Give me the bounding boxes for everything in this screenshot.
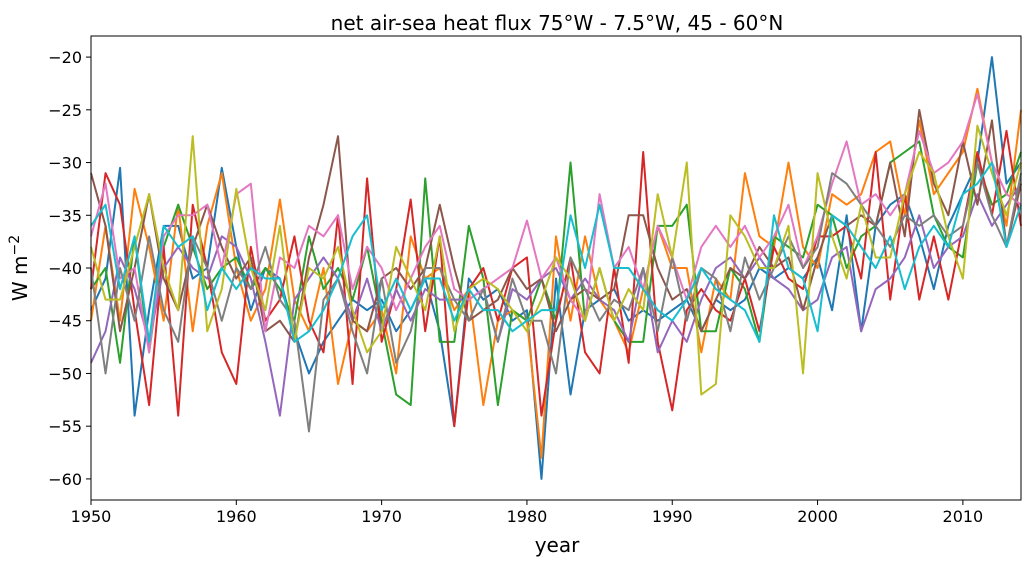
x-axis: 1950 1960 1970 1980 1990 2000 2010 — [71, 500, 984, 526]
series-line-4 — [90, 129, 1022, 428]
y-axis-label: W m−2 — [7, 235, 32, 301]
x-tick-label: 2010 — [943, 507, 984, 526]
x-tick-label: 1980 — [507, 507, 548, 526]
y-tick-label: −30 — [48, 154, 82, 173]
y-tick-label: −40 — [48, 259, 82, 278]
series-line-2 — [90, 87, 1022, 459]
y-tick-label: −45 — [48, 312, 82, 331]
series-line-10 — [90, 161, 1022, 343]
x-tick-label: 1970 — [361, 507, 402, 526]
x-tick-label: 1990 — [652, 507, 693, 526]
y-tick-label: −50 — [48, 364, 82, 383]
y-tick-label: −55 — [48, 417, 82, 436]
y-axis-label-base: W m — [8, 256, 32, 302]
series-line-9 — [90, 124, 1022, 396]
x-axis-label: year — [535, 533, 580, 557]
x-tick-label: 1950 — [71, 507, 112, 526]
x-tick-label: 2000 — [797, 507, 838, 526]
y-axis: −60 −55 −50 −45 −40 −35 −30 −25 −20 — [48, 48, 91, 489]
series-line-8 — [90, 161, 1022, 433]
series-line-5 — [90, 183, 1022, 417]
y-tick-label: −20 — [48, 48, 82, 67]
series-lines — [90, 56, 1022, 480]
y-tick-label: −35 — [48, 206, 82, 225]
y-tick-label: −60 — [48, 470, 82, 489]
x-tick-label: 1960 — [216, 507, 257, 526]
y-tick-label: −25 — [48, 101, 82, 120]
chart-title: net air-sea heat flux 75°W - 7.5°W, 45 -… — [331, 11, 784, 35]
y-axis-label-exponent: −2 — [7, 235, 23, 256]
